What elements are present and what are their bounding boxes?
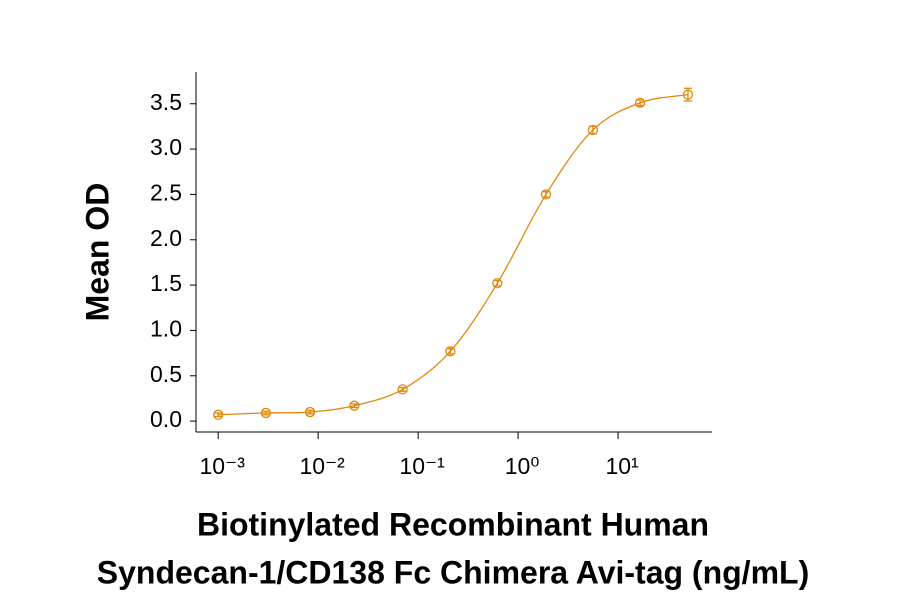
error-bar xyxy=(214,412,223,418)
data-point xyxy=(445,346,456,357)
data-point xyxy=(682,89,694,100)
data-point xyxy=(304,406,316,418)
error-bar xyxy=(261,410,270,416)
y-tick-label: 3.0 xyxy=(150,134,182,160)
data-point xyxy=(213,409,224,420)
error-bar xyxy=(350,403,359,409)
error-bar xyxy=(636,99,645,107)
data-point xyxy=(397,384,408,395)
data-point xyxy=(587,124,599,136)
fit-curve xyxy=(218,94,689,416)
data-point xyxy=(540,189,552,200)
error-bar xyxy=(306,409,315,415)
y-tick-label: 2.0 xyxy=(150,225,182,251)
error-bar xyxy=(493,279,502,287)
error-bar xyxy=(398,386,407,392)
x-axis-label: Biotinylated Recombinant Human xyxy=(197,506,709,542)
y-tick-label: 0.0 xyxy=(150,406,182,432)
x-tick-label: 10⁰ xyxy=(505,453,540,479)
x-tick-label: 10¹ xyxy=(605,453,639,479)
data-point xyxy=(260,407,272,419)
y-axis-label: Mean OD xyxy=(79,183,115,322)
x-axis-label: Syndecan-1/CD138 Fc Chimera Avi-tag (ng/… xyxy=(97,554,809,590)
y-tick-label: 2.5 xyxy=(150,179,182,205)
data-point xyxy=(492,278,503,289)
y-tick-label: 1.5 xyxy=(150,270,182,296)
data-point xyxy=(349,400,360,411)
y-tick-label: 0.5 xyxy=(150,361,182,387)
error-bar xyxy=(446,347,455,355)
x-tick-label: 10⁻² xyxy=(299,453,345,479)
y-tick-label: 3.5 xyxy=(150,89,182,115)
data-point xyxy=(634,97,646,108)
y-tick-label: 1.0 xyxy=(150,316,182,342)
error-bar xyxy=(541,191,550,198)
x-tick-label: 10⁻¹ xyxy=(399,453,445,479)
x-tick-label: 10⁻³ xyxy=(199,453,245,479)
